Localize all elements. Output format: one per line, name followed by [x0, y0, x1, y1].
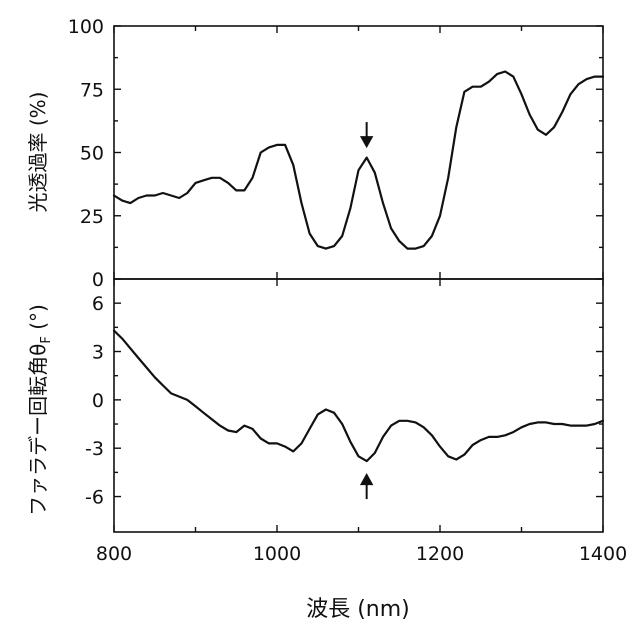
bottom-panel-frame [114, 279, 603, 532]
x-tick-label: 1000 [253, 543, 301, 565]
top-y-tick-label: 0 [92, 269, 104, 291]
top-y-tick-label: 100 [68, 16, 104, 38]
bottom-y-axis-label: ファラデー回転角θF (°) [26, 304, 54, 516]
top-y-axis-label: 光透過率 (%) [26, 92, 50, 213]
top-y-tick-label: 75 [80, 79, 104, 101]
bottom-y-tick-label: 3 [92, 342, 104, 364]
x-tick-label: 1400 [579, 543, 627, 565]
bottom-y-tick-label: 0 [92, 390, 104, 412]
bottom-y-tick-label: 6 [92, 293, 104, 315]
x-tick-label: 1200 [416, 543, 464, 565]
bottom-up-arrow [362, 475, 372, 499]
bottom-y-ticks: -6 -3 0 3 6 [85, 293, 603, 508]
top-y-tick-label: 50 [80, 143, 104, 165]
x-axis-label: 波長 (nm) [306, 597, 410, 622]
top-down-arrow [362, 122, 372, 146]
transmittance-line [114, 72, 603, 249]
arrow-head [362, 475, 372, 484]
x-tick-label: 800 [96, 543, 132, 565]
top-y-tick-label: 25 [80, 206, 104, 228]
arrow-head [362, 137, 372, 146]
top-panel-frame [114, 26, 603, 279]
faraday-rotation-line [114, 331, 603, 462]
top-y-ticks: 0 25 50 75 100 [68, 16, 603, 291]
bottom-y-tick-label: -3 [85, 438, 104, 460]
bottom-y-tick-label: -6 [85, 487, 104, 509]
